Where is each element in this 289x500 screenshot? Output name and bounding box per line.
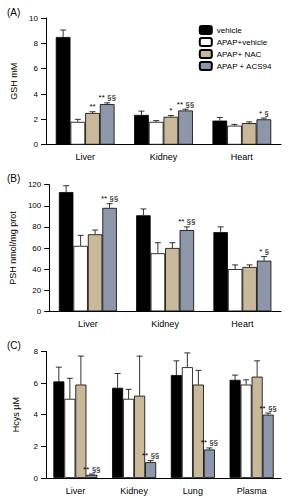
svg-text:** §§: ** §§ [99,93,116,102]
svg-text:(C): (C) [7,340,21,351]
svg-text:8: 8 [34,39,39,48]
svg-text:** §§: ** §§ [177,100,194,109]
svg-text:**: ** [89,102,95,111]
svg-text:Kidney: Kidney [151,319,179,329]
svg-text:GSH mM: GSH mM [9,63,19,100]
svg-text:Plasma: Plasma [237,486,267,496]
svg-text:20: 20 [32,286,41,295]
svg-text:6: 6 [34,379,39,388]
svg-text:0: 0 [37,307,42,316]
svg-text:10: 10 [29,14,38,23]
svg-text:Lung: Lung [183,486,203,496]
svg-text:Kidney: Kidney [150,152,178,162]
svg-text:2: 2 [34,442,39,451]
svg-text:4: 4 [34,410,39,419]
svg-text:APAP+ NAC: APAP+ NAC [217,50,262,59]
svg-text:100: 100 [28,201,42,210]
svg-text:60: 60 [32,244,41,253]
svg-text:Liver: Liver [75,152,95,162]
svg-text:** §§: ** §§ [201,438,218,447]
svg-text:40: 40 [32,265,41,274]
svg-text:PSH nmol/mg prot: PSH nmol/mg prot [8,211,18,285]
svg-text:120: 120 [28,180,42,189]
svg-text:** §§: ** §§ [101,194,118,203]
svg-text:** §§: ** §§ [259,404,276,413]
svg-text:** §§: ** §§ [83,465,100,474]
svg-text:Heart: Heart [231,319,254,329]
svg-text:(A): (A) [7,7,20,18]
svg-text:** §§: ** §§ [142,451,159,460]
svg-text:vehicle: vehicle [217,26,242,35]
svg-text:2: 2 [34,115,39,124]
svg-text:** §§: ** §§ [178,217,195,226]
svg-text:4: 4 [34,90,39,99]
svg-text:Hcys µM: Hcys µM [11,397,21,432]
svg-text:6: 6 [34,64,39,73]
svg-text:* §: * § [259,109,269,118]
svg-text:APAP+vehicle: APAP+vehicle [217,38,268,47]
svg-text:8: 8 [34,347,39,356]
svg-text:APAP + ACS94: APAP + ACS94 [217,62,272,71]
svg-text:0: 0 [34,474,39,483]
svg-text:*: * [169,106,172,115]
svg-text:* §: * § [259,247,269,256]
svg-text:Liver: Liver [78,319,98,329]
svg-text:Liver: Liver [66,486,86,496]
svg-text:80: 80 [32,222,41,231]
svg-text:(B): (B) [7,173,20,184]
svg-text:Kidney: Kidney [120,486,148,496]
svg-text:Heart: Heart [231,152,254,162]
svg-text:0: 0 [34,140,39,149]
